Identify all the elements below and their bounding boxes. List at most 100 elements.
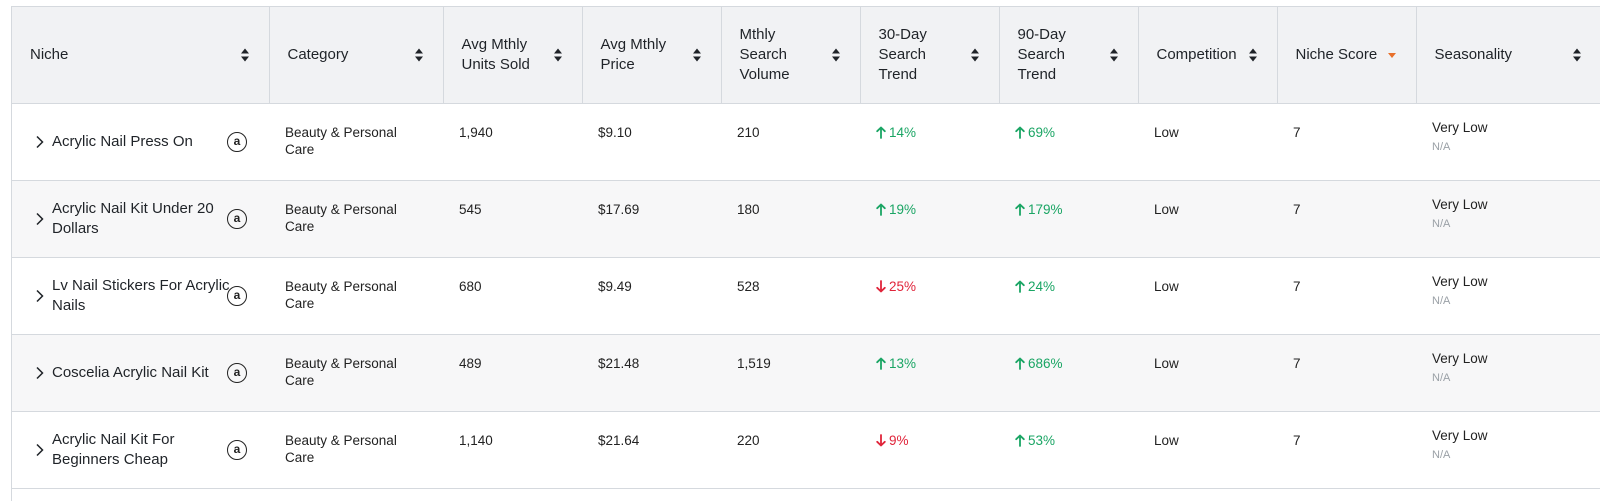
trend-percent: 179% <box>1028 201 1063 217</box>
sort-both-icon[interactable] <box>240 47 249 63</box>
arrow-up-icon <box>1015 203 1025 216</box>
niche-name[interactable]: Acrylic Nail Press On <box>52 132 193 150</box>
sort-both-icon[interactable] <box>553 47 562 63</box>
seasonality-cell: Very Low N/A <box>1416 103 1600 180</box>
table-row[interactable]: Acrylic Nail Press On a Beauty & Personal … <box>12 103 1600 180</box>
niche-score-cell: 7 <box>1293 201 1301 217</box>
trend-90-day-cell: 24% <box>999 257 1138 334</box>
category-cell: Beauty & Personal Care <box>285 124 397 157</box>
chevron-right-icon[interactable] <box>34 289 46 303</box>
table-row[interactable]: Coscelia Acrylic Nail Kit a Beauty & Perso… <box>12 334 1600 411</box>
arrow-up-icon <box>876 357 886 370</box>
column-header-avg-mthly-units-sold[interactable]: Avg Mthly Units Sold <box>443 7 583 104</box>
niche-cell: Acrylic Nail Kit Under 20 Dollars a <box>12 180 269 257</box>
sort-both-icon[interactable] <box>831 47 840 63</box>
column-header-seasonality[interactable]: Seasonality <box>1416 7 1600 104</box>
column-header-90-day-search-trend[interactable]: 90-Day Search Trend <box>999 7 1139 104</box>
column-header-label: Category <box>287 45 349 63</box>
column-header-mthly-search-volume[interactable]: Mthly Search Volume <box>721 7 861 104</box>
column-header-label: 90-Day Search Trend <box>1017 25 1066 83</box>
amazon-icon[interactable]: a <box>227 439 247 460</box>
sort-both-icon[interactable] <box>414 47 423 63</box>
sort-both-icon[interactable] <box>970 47 979 63</box>
column-header-label: Avg Mthly Units Sold <box>461 35 530 73</box>
trend-value: 9% <box>876 432 909 449</box>
column-header-niche[interactable]: Niche <box>12 7 270 104</box>
arrow-down-icon <box>876 433 886 446</box>
column-header-category[interactable]: Category <box>269 7 444 104</box>
trend-90-day-cell: 686% <box>999 334 1138 411</box>
niche-score-cell: 7 <box>1293 355 1301 371</box>
units-sold-cell: 545 <box>459 201 482 217</box>
table-row[interactable]: Acrylic Nail Kit For Beginners Cheap a Bea… <box>12 411 1600 488</box>
seasonality-cell: Very Low N/A <box>1416 334 1600 411</box>
column-header-niche-score[interactable]: Niche Score <box>1277 7 1417 104</box>
trend-percent: 13% <box>889 355 917 371</box>
trend-value: 686% <box>1015 355 1063 372</box>
chevron-right-icon[interactable] <box>34 135 46 149</box>
table-body: Acrylic Nail Press On a Beauty & Personal … <box>12 103 1600 488</box>
table-row[interactable]: Lv Nail Stickers For Acrylic Nails a Beaut… <box>12 257 1600 334</box>
category-cell: Beauty & Personal Care <box>285 355 397 388</box>
table-header-row: Niche Category Avg Mthly Units Sold Avg Mth… <box>12 7 1600 104</box>
niche-name[interactable]: Coscelia Acrylic Nail Kit <box>52 363 209 381</box>
trend-value: 25% <box>876 278 916 295</box>
chevron-right-icon[interactable] <box>34 443 46 457</box>
trend-percent: 69% <box>1028 124 1056 140</box>
trend-30-day-cell: 9% <box>860 411 999 488</box>
trend-percent: 9% <box>889 432 909 448</box>
sort-both-icon[interactable] <box>692 47 701 63</box>
niche-cell: Acrylic Nail Press On a <box>12 103 269 180</box>
niche-wrap: Coscelia Acrylic Nail Kit <box>12 335 269 411</box>
chevron-right-icon[interactable] <box>34 366 46 380</box>
trend-value: 19% <box>876 201 916 218</box>
seasonality-subtext: N/A <box>1432 217 1451 230</box>
trend-value: 53% <box>1015 432 1055 449</box>
column-header-label: Niche <box>30 45 69 63</box>
trend-30-day-cell: 25% <box>860 257 999 334</box>
niche-cell: Lv Nail Stickers For Acrylic Nails a <box>12 257 269 334</box>
units-sold-cell: 680 <box>459 278 482 294</box>
sort-desc-icon[interactable] <box>1387 47 1396 63</box>
competition-cell: Low <box>1154 355 1179 371</box>
price-cell: $21.64 <box>598 432 640 448</box>
trend-value: 13% <box>876 355 916 372</box>
trend-30-day-cell: 14% <box>860 103 999 180</box>
price-cell: $9.10 <box>598 124 632 140</box>
column-header-avg-mthly-price[interactable]: Avg Mthly Price <box>582 7 722 104</box>
trend-percent: 14% <box>889 124 917 140</box>
search-volume-cell: 220 <box>737 432 760 448</box>
amazon-icon[interactable]: a <box>227 285 247 306</box>
category-cell: Beauty & Personal Care <box>285 432 397 465</box>
column-header-label: Niche Score <box>1295 45 1378 63</box>
seasonality-value: Very Low <box>1432 119 1488 135</box>
niche-wrap: Acrylic Nail Kit Under 20 Dollars <box>12 181 269 257</box>
niche-wrap: Acrylic Nail Kit For Beginners Cheap <box>12 412 269 488</box>
price-cell: $21.48 <box>598 355 640 371</box>
arrow-up-icon <box>1015 434 1025 447</box>
seasonality-value: Very Low <box>1432 196 1488 212</box>
column-header-competition[interactable]: Competition <box>1138 7 1278 104</box>
sort-both-icon[interactable] <box>1248 47 1257 63</box>
amazon-icon[interactable]: a <box>227 362 247 383</box>
trend-30-day-cell: 19% <box>860 180 999 257</box>
sort-both-icon[interactable] <box>1572 47 1581 63</box>
niche-cell: Acrylic Nail Kit For Beginners Cheap a <box>12 411 269 488</box>
niche-name[interactable]: Lv Nail Stickers For Acrylic Nails <box>52 276 230 314</box>
amazon-icon[interactable]: a <box>227 131 247 152</box>
table-row[interactable]: Acrylic Nail Kit Under 20 Dollars a Beauty… <box>12 180 1600 257</box>
search-volume-cell: 210 <box>737 124 760 140</box>
column-header-label: 30-Day Search Trend <box>878 25 927 83</box>
sort-both-icon[interactable] <box>1109 47 1118 63</box>
chevron-right-icon[interactable] <box>34 212 46 226</box>
niche-name[interactable]: Acrylic Nail Kit For Beginners Cheap <box>52 430 175 468</box>
column-header-label: Seasonality <box>1434 45 1513 63</box>
arrow-up-icon <box>876 126 886 139</box>
column-header-30-day-search-trend[interactable]: 30-Day Search Trend <box>860 7 1000 104</box>
niche-table: Niche Category Avg Mthly Units Sold Avg Mth… <box>12 7 1600 489</box>
search-volume-cell: 180 <box>737 201 760 217</box>
niche-score-cell: 7 <box>1293 124 1301 140</box>
column-header-label: Competition <box>1156 45 1237 63</box>
amazon-icon[interactable]: a <box>227 208 247 229</box>
niche-name[interactable]: Acrylic Nail Kit Under 20 Dollars <box>52 199 214 237</box>
